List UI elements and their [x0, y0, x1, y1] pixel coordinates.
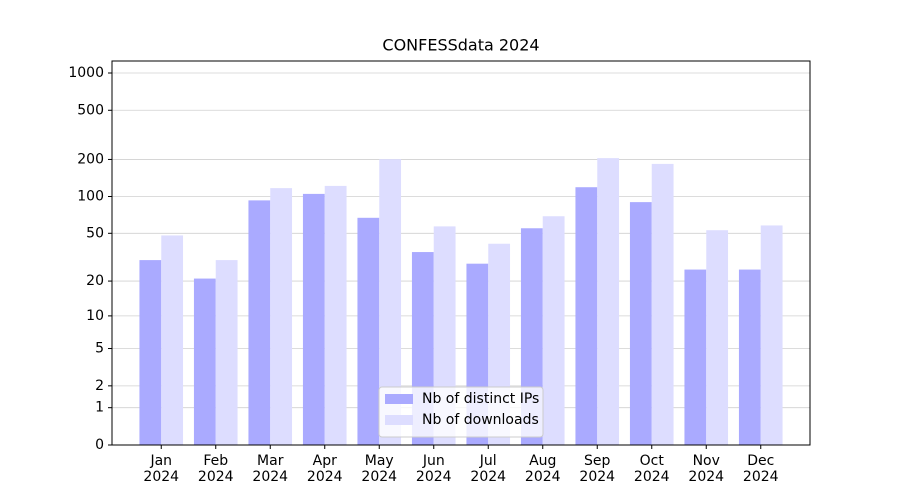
bar: [270, 188, 293, 445]
x-tick-label: Jun 2024: [415, 453, 452, 485]
x-tick-label: Nov 2024: [688, 453, 725, 485]
x-tick-label: Apr 2024: [306, 453, 343, 485]
bar: [161, 235, 184, 445]
y-tick-label: 100: [77, 189, 104, 205]
y-tick-label: 200: [77, 151, 104, 167]
x-tick-label: Jan 2024: [143, 453, 180, 485]
bar: [379, 159, 402, 445]
legend-label: Nb of distinct IPs: [422, 391, 539, 407]
chart-title: CONFESSdata 2024: [382, 36, 539, 55]
y-tick-label: 5: [95, 341, 104, 357]
y-tick-label: 10: [86, 308, 104, 324]
bar: [324, 185, 347, 445]
x-tick-label: Dec 2024: [742, 453, 779, 485]
plot-frame: [111, 60, 811, 446]
x-tick-label: Oct 2024: [633, 453, 670, 485]
bar: [597, 158, 620, 445]
x-tick-label: Aug 2024: [524, 453, 561, 485]
legend-swatch: [385, 415, 413, 425]
bar: [357, 217, 380, 445]
x-tick-label: May 2024: [361, 453, 398, 485]
y-tick-label: 0: [95, 437, 104, 453]
bar: [684, 269, 707, 445]
bar: [248, 200, 271, 445]
y-tick-label: 2: [95, 378, 104, 394]
y-tick-label: 1: [95, 400, 104, 416]
x-tick-label: Mar 2024: [252, 453, 289, 485]
x-tick-label: Feb 2024: [197, 453, 234, 485]
legend-box: [378, 386, 544, 438]
bar: [651, 163, 674, 445]
y-tick-label: 50: [86, 225, 104, 241]
bar: [302, 193, 325, 445]
bar: [193, 278, 216, 445]
y-tick-label: 1000: [68, 65, 104, 81]
bar: [760, 225, 783, 445]
legend: Nb of distinct IPs Nb of downloads: [378, 386, 544, 438]
bar: [215, 260, 238, 445]
y-tick-label: 20: [86, 273, 104, 289]
bar: [542, 216, 565, 445]
bar: [629, 202, 652, 445]
bar: [738, 269, 761, 445]
legend-swatch: [385, 394, 413, 404]
x-tick-label: Sep 2024: [579, 453, 616, 485]
bar: [706, 230, 729, 445]
bar: [575, 187, 598, 445]
bar: [139, 260, 162, 445]
y-tick-label: 500: [77, 102, 104, 118]
x-tick-label: Jul 2024: [470, 453, 507, 485]
legend-label: Nb of downloads: [422, 412, 539, 428]
